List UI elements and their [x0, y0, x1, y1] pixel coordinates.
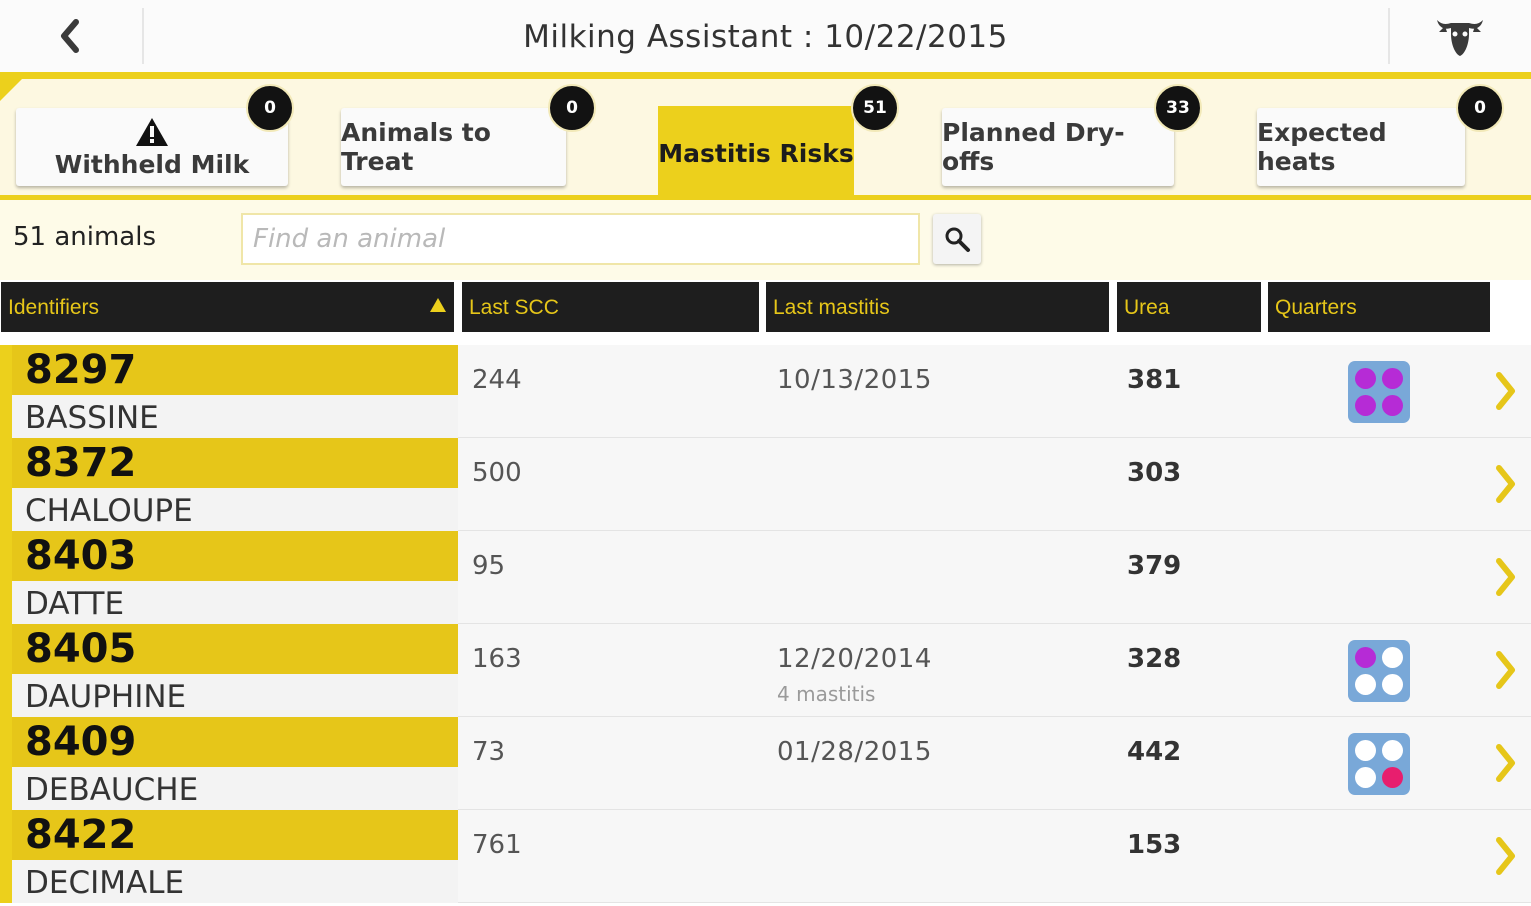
animal-id: 8409 [12, 717, 458, 767]
animal-id: 8422 [12, 810, 458, 860]
animal-name: CHALOUPE [12, 488, 458, 531]
bull-head-icon [1437, 20, 1483, 56]
last-mastitis-date: 12/20/2014 [777, 644, 932, 674]
table-row[interactable]: 8405 DAUPHINE 163 12/20/2014 4 mastitis … [0, 624, 1531, 717]
mastitis-count: 4 mastitis [777, 682, 876, 706]
row-accent [0, 810, 12, 903]
warning-icon [136, 117, 168, 146]
tab-label: Expected heats [1257, 118, 1387, 176]
tab-underline [0, 195, 1531, 200]
last-scc: 163 [472, 644, 522, 674]
tab-badge: 0 [246, 84, 294, 132]
animal-name: BASSINE [12, 395, 458, 438]
app-bar: Milking Assistant : 10/22/2015 [0, 0, 1531, 72]
herd-menu-button[interactable] [1389, 0, 1531, 72]
row-accent [0, 717, 12, 810]
urea-value: 379 [1127, 551, 1182, 581]
column-header-identifiers[interactable]: Identifiers [1, 282, 454, 332]
last-scc: 761 [472, 830, 522, 860]
row-accent [0, 345, 12, 438]
search-button[interactable] [933, 214, 981, 264]
search-input[interactable] [241, 213, 920, 265]
chevron-right-icon[interactable] [1490, 553, 1520, 601]
search-icon [945, 227, 970, 252]
animal-name: DAUPHINE [12, 674, 458, 717]
animal-name: DATTE [12, 581, 458, 624]
last-scc: 244 [472, 365, 522, 395]
animal-count: 51 animals [13, 222, 157, 252]
quarters-icon [1348, 361, 1410, 423]
tab-withheld-milk[interactable]: Withheld Milk [16, 108, 288, 186]
last-scc: 500 [472, 458, 522, 488]
table-row[interactable]: 8403 DATTE 95 379 [0, 531, 1531, 624]
tab-badge: 33 [1154, 84, 1202, 132]
tab-planned-dry-offs[interactable]: Planned Dry-offs [942, 108, 1174, 186]
column-header-label: Last SCC [469, 296, 559, 319]
tab-badge: 51 [851, 84, 899, 132]
animal-id: 8297 [12, 345, 458, 395]
chevron-right-icon[interactable] [1490, 832, 1520, 880]
row-accent [0, 531, 12, 624]
tab-label: Planned Dry-offs [942, 118, 1125, 176]
tab-label: Mastitis Risks [658, 138, 854, 168]
column-header-last-mastitis[interactable]: Last mastitis [766, 282, 1109, 332]
page-title: Milking Assistant : 10/22/2015 [523, 19, 1008, 55]
tab-corner-decoration [0, 79, 22, 101]
sort-ascending-icon [430, 298, 446, 312]
tab-mastitis-risks[interactable]: Mastitis Risks [658, 106, 854, 198]
urea-value: 153 [1127, 830, 1182, 860]
last-mastitis-date: 10/13/2015 [777, 365, 932, 395]
accent-line [0, 72, 1531, 79]
row-accent [0, 438, 12, 531]
table-row[interactable]: 8297 BASSINE 244 10/13/2015 381 [0, 345, 1531, 438]
tab-label: Animals to Treat [341, 118, 491, 176]
divider [1388, 8, 1390, 64]
column-header-label: Urea [1124, 296, 1170, 319]
last-scc: 95 [472, 551, 506, 581]
chevron-left-icon [61, 19, 79, 53]
tab-expected-heats[interactable]: Expected heats [1257, 108, 1465, 186]
tab-badge: 0 [548, 84, 596, 132]
urea-value: 381 [1127, 365, 1182, 395]
urea-value: 442 [1127, 737, 1182, 767]
column-header-label: Identifiers [8, 296, 100, 319]
urea-value: 328 [1127, 644, 1182, 674]
column-header-last-scc[interactable]: Last SCC [462, 282, 759, 332]
tab-badge: 0 [1456, 84, 1504, 132]
column-header-label: Last mastitis [773, 296, 890, 319]
last-mastitis-date: 01/28/2015 [777, 737, 932, 767]
animal-name: DECIMALE [12, 860, 458, 903]
tab-label: Withheld Milk [54, 149, 250, 179]
column-header-label: Quarters [1275, 296, 1357, 319]
row-accent [0, 624, 12, 717]
chevron-right-icon[interactable] [1490, 646, 1520, 694]
animal-name: DEBAUCHE [12, 767, 458, 810]
quarters-icon [1348, 640, 1410, 702]
table-row[interactable]: 8409 DEBAUCHE 73 01/28/2015 442 [0, 717, 1531, 810]
column-header-quarters[interactable]: Quarters [1268, 282, 1490, 332]
chevron-right-icon[interactable] [1490, 367, 1520, 415]
animal-id: 8403 [12, 531, 458, 581]
animal-id: 8405 [12, 624, 458, 674]
urea-value: 303 [1127, 458, 1182, 488]
column-header-urea[interactable]: Urea [1117, 282, 1261, 332]
back-button[interactable] [0, 0, 142, 72]
tab-animals-to-treat[interactable]: Animals to Treat [341, 108, 566, 186]
table-row[interactable]: 8372 CHALOUPE 500 303 [0, 438, 1531, 531]
last-scc: 73 [472, 737, 506, 767]
chevron-right-icon[interactable] [1490, 460, 1520, 508]
chevron-right-icon[interactable] [1490, 739, 1520, 787]
divider [142, 8, 144, 64]
table-row[interactable]: 8422 DECIMALE 761 153 [0, 810, 1531, 903]
quarters-icon [1348, 733, 1410, 795]
animal-id: 8372 [12, 438, 458, 488]
